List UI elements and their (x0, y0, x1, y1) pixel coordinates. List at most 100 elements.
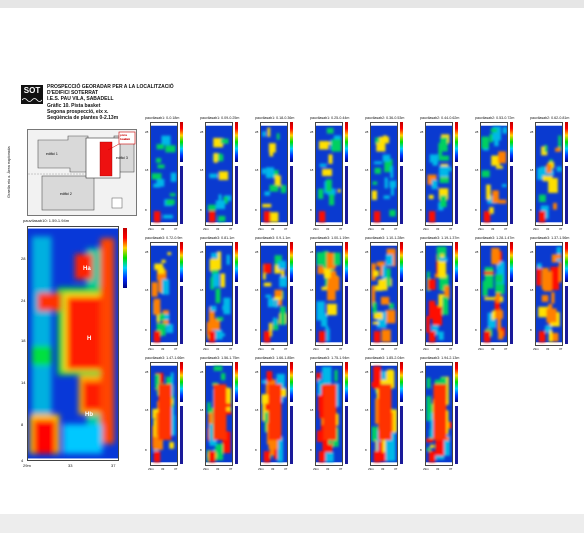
panel-x-tick: 37 (394, 227, 398, 231)
zone-sublabel: eix x (124, 137, 131, 141)
panel-heatmap (425, 242, 453, 346)
logo-text: SOT (23, 86, 41, 95)
depth-slice-panel: pauvilasab3: 1.75-1.94m 28 18 8 29m 33 37 (310, 356, 350, 474)
panel-scale-bar (510, 166, 513, 224)
panel-y-tick: 28 (365, 370, 369, 374)
panel-y-tick: 18 (145, 408, 149, 412)
panel-colorbar (290, 242, 293, 282)
panel-x-tick: 37 (559, 227, 563, 231)
panel-scale-bar (290, 166, 293, 224)
panel-y-tick: 18 (530, 288, 534, 292)
panel-x-tick: 29m (203, 227, 209, 231)
panel-scale-bar (345, 406, 348, 464)
panel-caption: pauvilasab3: 1.85-2.04m (365, 356, 405, 360)
panel-y-tick: 8 (200, 208, 202, 212)
panel-x-tick: 37 (394, 347, 398, 351)
depth-slice-panel: pauvilasab2: 0.53-0.72m 28 18 8 29m 33 37 (475, 116, 515, 234)
panel-x-tick: 29m (368, 227, 374, 231)
panel-caption: pauvilasab3: 0.72-0.9m (145, 236, 183, 240)
figure-title: PROSPECCIÓ GEORADAR PER A LA LOCALITZACI… (47, 84, 217, 121)
panel-y-tick: 28 (200, 130, 204, 134)
panel-y-tick: 8 (310, 328, 312, 332)
panel-x-tick: 29m (148, 347, 154, 351)
panel-y-tick: 18 (200, 288, 204, 292)
y-tick-label: 4 (21, 458, 24, 463)
building-label: edifici 3 (116, 156, 128, 160)
title-line: D'EDIFICI SOTERRAT (47, 90, 99, 97)
panel-caption: pauvilasab3: 1.37-1.56m (530, 236, 570, 240)
panel-x-tick: 37 (174, 467, 178, 471)
panel-caption: pauvilasab3: 1.28-1.47m (475, 236, 515, 240)
x-tick-label: 33 (68, 463, 73, 468)
panel-colorbar (455, 242, 458, 282)
panel-x-tick: 33 (436, 467, 440, 471)
title-line: Seqüència de plantes 0-2.13m (47, 115, 119, 122)
panel-y-tick: 18 (145, 168, 149, 172)
panel-heatmap (150, 242, 178, 346)
panel-y-tick: 8 (475, 328, 477, 332)
panel-heatmap (260, 122, 288, 226)
panel-caption: pauvilasab3: 1.75-1.94m (310, 356, 350, 360)
panel-y-tick: 28 (475, 130, 479, 134)
panel-x-tick: 33 (271, 347, 275, 351)
panel-x-tick: 29m (203, 347, 209, 351)
panel-y-tick: 8 (255, 328, 257, 332)
depth-slice-panel: pauvilasab3: 1.56-1.75m 28 18 8 29m 33 37 (200, 356, 240, 474)
panel-x-tick: 33 (216, 467, 220, 471)
panel-x-tick: 29m (368, 347, 374, 351)
panel-x-tick: 37 (394, 467, 398, 471)
panel-y-tick: 28 (530, 130, 534, 134)
depth-slice-panel: pauvilasab3: 0.81-1m 28 18 8 29m 33 37 (200, 236, 240, 354)
panel-colorbar (510, 122, 513, 162)
panel-colorbar (400, 242, 403, 282)
depth-slice-panel: pauvilasab2: 0.36-0.53m 28 18 8 29m 33 37 (365, 116, 405, 234)
panel-x-tick: 37 (174, 347, 178, 351)
panel-y-tick: 28 (420, 250, 424, 254)
panel-caption: pauvilasab1: 0.09-0.25m (200, 116, 240, 120)
panel-y-tick: 18 (255, 168, 259, 172)
depth-slice-panel: pauvilasab3: 1.66-1.85m 28 18 8 29m 33 37 (255, 356, 295, 474)
panel-heatmap (480, 122, 508, 226)
panel-caption: pauvilasab2: 0.36-0.53m (365, 116, 405, 120)
panel-x-tick: 29m (148, 227, 154, 231)
panel-heatmap (425, 362, 453, 466)
panel-y-tick: 28 (475, 250, 479, 254)
panel-x-tick: 29m (368, 467, 374, 471)
panel-y-tick: 8 (365, 448, 367, 452)
panel-y-tick: 8 (200, 328, 202, 332)
panel-y-tick: 28 (365, 130, 369, 134)
panel-y-tick: 28 (365, 250, 369, 254)
panel-x-tick: 29m (313, 347, 319, 351)
panel-x-tick: 29m (313, 467, 319, 471)
panel-x-tick: 37 (284, 347, 288, 351)
panel-x-tick: 37 (284, 467, 288, 471)
panel-colorbar (565, 122, 568, 162)
panel-x-tick: 37 (229, 227, 233, 231)
depth-slice-panel: pauvilasab3: 0.72-0.9m 28 18 8 29m 33 37 (145, 236, 185, 354)
panel-y-tick: 18 (365, 408, 369, 412)
panel-y-tick: 8 (365, 208, 367, 212)
depth-slice-panel: pauvilasab1: 0-0.18m 28 18 8 29m 33 37 (145, 116, 185, 234)
depth-slice-panel: pauvilasab3: 1.28-1.47m 28 18 8 29m 33 37 (475, 236, 515, 354)
panel-heatmap (480, 242, 508, 346)
panel-x-tick: 33 (161, 227, 165, 231)
panel-x-tick: 33 (436, 227, 440, 231)
zone-label: pista basket (120, 133, 130, 141)
panel-x-tick: 29m (258, 347, 264, 351)
panel-scale-bar (400, 286, 403, 344)
depth-slice-panel: pauvilasab1: 0.25-0.44m 28 18 8 29m 33 37 (310, 116, 350, 234)
y-tick-label: 24 (21, 298, 26, 303)
depth-slice-panel: pauvilasab1: 0.09-0.25m 28 18 8 29m 33 37 (200, 116, 240, 234)
panel-y-tick: 18 (310, 168, 314, 172)
x-tick-label: 37 (111, 463, 116, 468)
anomaly-label: Hb (85, 412, 93, 418)
panel-colorbar (235, 242, 238, 282)
depth-slice-panel: pauvilasab3: 1.37-1.56m 28 18 8 29m 33 37 (530, 236, 570, 354)
panel-y-tick: 18 (365, 168, 369, 172)
panel-x-tick: 33 (161, 347, 165, 351)
panel-colorbar (510, 242, 513, 282)
panel-colorbar (565, 242, 568, 282)
title-line: I.E.S. PAU VILA, SABADELL (47, 96, 114, 103)
panel-x-tick: 33 (326, 467, 330, 471)
panel-scale-bar (180, 166, 183, 224)
